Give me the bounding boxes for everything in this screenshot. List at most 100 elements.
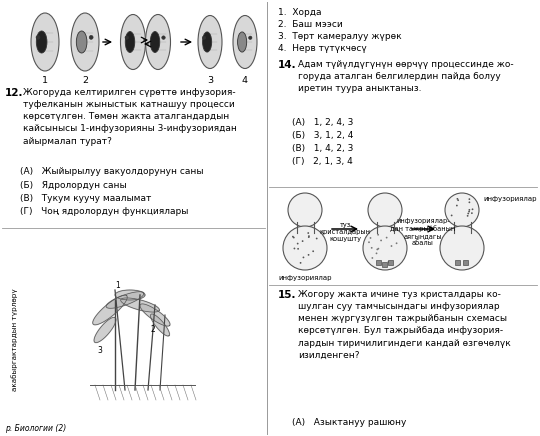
Circle shape — [307, 232, 309, 234]
Circle shape — [297, 243, 299, 245]
Polygon shape — [115, 290, 145, 300]
Text: 1: 1 — [116, 280, 120, 290]
Text: 1.  Хорда: 1. Хорда — [278, 8, 321, 17]
Circle shape — [468, 211, 470, 212]
Circle shape — [302, 256, 305, 258]
Text: (Г)   Чоң ядролордун функциялары: (Г) Чоң ядролордун функциялары — [20, 208, 188, 217]
Ellipse shape — [238, 32, 247, 52]
Circle shape — [445, 193, 479, 227]
Circle shape — [312, 250, 314, 252]
Text: 4.  Нерв түтүкчөсү: 4. Нерв түтүкчөсү — [278, 44, 367, 53]
Circle shape — [377, 248, 379, 249]
Text: р. Биологии (2): р. Биологии (2) — [5, 424, 66, 433]
Circle shape — [376, 252, 377, 254]
Circle shape — [368, 242, 370, 243]
Text: 4: 4 — [242, 76, 248, 85]
Polygon shape — [140, 304, 170, 326]
Circle shape — [469, 209, 470, 211]
Circle shape — [376, 249, 378, 250]
Text: Адам түйүлдүгүнүн өөрчүү процессинде жо-
горуда аталган белгилердин пайда болуу
: Адам түйүлдүгүнүн өөрчүү процессинде жо-… — [298, 60, 514, 93]
Circle shape — [302, 240, 303, 242]
Text: 2.  Баш мээси: 2. Баш мээси — [278, 20, 343, 29]
Text: (А)   Жыйырылуу вакуолдорунун саны: (А) Жыйырылуу вакуолдорунун саны — [20, 167, 204, 176]
Circle shape — [467, 213, 469, 215]
Text: инфузориялар-
дан тажрыйбанын
аягындагы
абалы: инфузориялар- дан тажрыйбанын аягындагы … — [390, 218, 456, 246]
Circle shape — [386, 237, 388, 238]
Text: (А)   Азыктануу рашюну: (А) Азыктануу рашюну — [292, 418, 407, 427]
Bar — [463, 260, 468, 265]
Text: 15.: 15. — [278, 290, 296, 300]
Circle shape — [469, 201, 470, 203]
Circle shape — [457, 199, 459, 201]
Circle shape — [471, 212, 473, 214]
Circle shape — [371, 247, 373, 249]
Circle shape — [377, 234, 379, 235]
Ellipse shape — [76, 31, 87, 53]
Text: 3: 3 — [207, 76, 213, 85]
Bar — [388, 260, 393, 265]
Ellipse shape — [125, 31, 135, 52]
Bar — [455, 260, 460, 265]
Ellipse shape — [202, 32, 212, 52]
Text: (В)   Тукум куучу маалымат: (В) Тукум куучу маалымат — [20, 194, 151, 203]
Circle shape — [363, 226, 407, 270]
Polygon shape — [151, 314, 170, 336]
Text: 3.  Төрт камералуу жүрөк: 3. Төрт камералуу жүрөк — [278, 32, 402, 41]
Polygon shape — [106, 292, 144, 308]
Circle shape — [316, 238, 318, 239]
Circle shape — [390, 245, 393, 247]
Circle shape — [283, 226, 327, 270]
Text: (В)   1, 4, 2, 3: (В) 1, 4, 2, 3 — [292, 144, 353, 153]
Circle shape — [162, 36, 165, 39]
Ellipse shape — [233, 16, 257, 68]
Circle shape — [396, 242, 397, 244]
Circle shape — [456, 204, 458, 206]
Ellipse shape — [36, 31, 47, 53]
Text: (А)   1, 2, 4, 3: (А) 1, 2, 4, 3 — [292, 118, 353, 127]
Polygon shape — [454, 222, 470, 232]
Circle shape — [36, 35, 40, 39]
Text: туз
кристалдарын
кошушту: туз кристалдарын кошушту — [320, 222, 370, 242]
Text: 3: 3 — [98, 345, 103, 354]
Circle shape — [288, 193, 322, 227]
Circle shape — [292, 236, 294, 238]
Text: инфузориялар: инфузориялар — [278, 275, 332, 281]
Text: (Г)   2, 1, 3, 4: (Г) 2, 1, 3, 4 — [292, 157, 353, 166]
Ellipse shape — [198, 16, 222, 68]
Ellipse shape — [150, 31, 160, 52]
Text: 2: 2 — [151, 326, 156, 334]
Circle shape — [202, 36, 206, 39]
Circle shape — [372, 257, 373, 259]
Text: 12.: 12. — [5, 88, 24, 98]
Circle shape — [308, 235, 310, 237]
Circle shape — [440, 226, 484, 270]
Polygon shape — [120, 298, 159, 312]
Text: инфузориялар: инфузориялар — [483, 196, 537, 202]
Text: (Б)   Ядролордун саны: (Б) Ядролордун саны — [20, 181, 126, 190]
Circle shape — [369, 237, 372, 239]
Circle shape — [248, 36, 252, 39]
Polygon shape — [296, 222, 314, 232]
Circle shape — [308, 254, 309, 256]
Text: Жогоруда келтирилген сүрөттө инфузория-
туфелканын жыныстык катнашуу процесси
кө: Жогоруда келтирилген сүрөттө инфузория- … — [23, 88, 237, 146]
Polygon shape — [93, 295, 127, 325]
Circle shape — [300, 262, 301, 264]
Text: Жогору жакта ичине туз кристалдары ко-
шулган суу тамчысындагы инфузориялар
мене: Жогору жакта ичине туз кристалдары ко- ш… — [298, 290, 511, 360]
Circle shape — [451, 215, 453, 216]
Ellipse shape — [145, 14, 171, 69]
Ellipse shape — [71, 13, 99, 71]
Polygon shape — [94, 317, 116, 343]
Text: 2: 2 — [82, 76, 88, 85]
Bar — [376, 260, 381, 265]
Circle shape — [297, 248, 299, 250]
Ellipse shape — [120, 14, 145, 69]
Circle shape — [388, 261, 389, 263]
Text: 1: 1 — [42, 76, 48, 85]
Polygon shape — [376, 222, 394, 232]
Circle shape — [456, 198, 458, 200]
Circle shape — [469, 198, 470, 200]
Circle shape — [380, 239, 382, 242]
Circle shape — [293, 237, 295, 238]
Bar — [382, 262, 387, 267]
Circle shape — [467, 215, 469, 217]
